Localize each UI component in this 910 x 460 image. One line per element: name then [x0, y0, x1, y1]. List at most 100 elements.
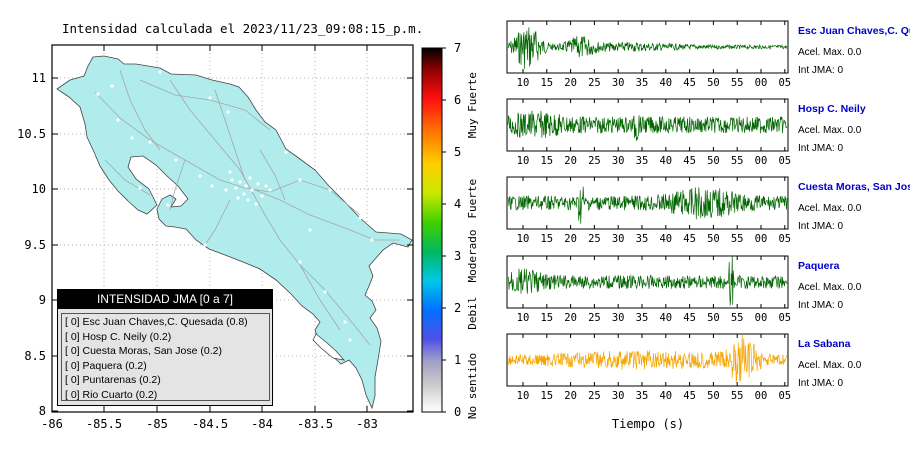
- city-dot: [174, 158, 178, 162]
- intensity-legend: INTENSIDAD JMA [0 a 7] [ 0] Esc Juan Cha…: [57, 289, 273, 406]
- trace-x-tick-label: 45: [683, 233, 696, 245]
- city-dot: [248, 176, 252, 180]
- city-dot: [234, 186, 238, 190]
- map-y-tick-label: 9.5: [24, 238, 46, 252]
- trace-x-tick-label: 40: [659, 233, 672, 245]
- city-dot: [96, 92, 100, 96]
- city-dot: [244, 184, 248, 188]
- road: [169, 159, 186, 211]
- city-dot: [254, 202, 258, 206]
- city-dot: [203, 243, 207, 247]
- trace-x-tick-label: 00: [755, 390, 768, 402]
- city-dot: [343, 320, 347, 324]
- colorbar-category-label: No sentido: [466, 353, 479, 419]
- trace-x-tick-label: 50: [707, 155, 720, 167]
- colorbar-tick-label: 3: [454, 249, 461, 263]
- city-dot: [298, 178, 302, 182]
- station-name: La Sabana: [798, 338, 851, 350]
- map-y-tick-label: 10.5: [17, 127, 46, 141]
- waveform-trace-panel: 10 15 20 25 30 35 40 45 50 55 00 05: [506, 333, 791, 402]
- waveform-x-axis-label: Tiempo (s): [612, 417, 684, 431]
- waveform-trace-panel: 10 15 20 25 30 35 40 45 50 55 00 05: [506, 255, 791, 324]
- trace-x-tick-label: 15: [540, 390, 553, 402]
- trace-x-tick-label: 20: [564, 233, 577, 245]
- trace-x-tick-label: 00: [755, 312, 768, 324]
- trace-x-tick-label: 05: [778, 233, 791, 245]
- road: [299, 264, 341, 331]
- trace-x-tick-label: 55: [731, 390, 744, 402]
- colorbar-scale: [421, 47, 443, 413]
- station-info-column: Esc Juan Chaves,C. Quesada Acel. Max. 0.0…: [798, 0, 910, 460]
- station-name: Cuesta Moras, San Jose: [798, 181, 910, 193]
- map-y-tick-label: 11: [32, 71, 46, 85]
- trace-x-tick-label: 15: [540, 155, 553, 167]
- trace-frame: [506, 333, 789, 387]
- road: [139, 79, 271, 131]
- trace-x-tick-label: 25: [588, 77, 601, 89]
- trace-x-tick-label: 05: [778, 155, 791, 167]
- trace-x-tick-label: 10: [517, 77, 530, 89]
- station-name: Paquera: [798, 260, 840, 272]
- trace-x-tick-label: 40: [659, 312, 672, 324]
- map-y-tick-label: 8: [39, 404, 46, 418]
- station-jma-intensity: Int JMA: 0: [798, 143, 844, 154]
- city-dot: [298, 260, 302, 264]
- legend-row: [ 0] Hosp C. Neily (0.2): [65, 330, 172, 343]
- land-area: [56, 55, 413, 410]
- waveform-line: [507, 334, 788, 383]
- city-dot: [370, 238, 374, 242]
- station-jma-intensity: Int JMA: 0: [798, 378, 844, 389]
- map-x-tick-label: -86: [41, 417, 63, 431]
- waveform-trace-panel: 10 15 20 25 30 35 40 45 50 55 00 05: [506, 20, 791, 89]
- trace-x-tick-label: 00: [755, 155, 768, 167]
- waveform-panel: 10 15 20 25 30 35 40 45 50 55 00 05 10 15 20 25 30 35 40 45…: [506, 20, 791, 431]
- city-dot: [284, 150, 288, 154]
- city-dot: [110, 84, 114, 88]
- trace-x-tick-label: 50: [707, 312, 720, 324]
- trace-x-tick-label: 05: [778, 390, 791, 402]
- legend-row: [ 0] Esc Juan Chaves,C. Quesada (0.8): [65, 316, 248, 328]
- colorbar-category-label: Debil: [466, 297, 479, 330]
- trace-x-tick-label: 35: [636, 390, 649, 402]
- station-peak-acceleration: Acel. Max. 0.0: [798, 125, 862, 136]
- map-title: Intensidad calculada el 2023/11/23_09:08…: [62, 21, 424, 36]
- legend-row: [ 0] Puntarenas (0.2): [65, 374, 161, 387]
- city-dot: [256, 182, 260, 186]
- city-dot: [348, 338, 352, 342]
- city-dot: [260, 194, 264, 198]
- trace-x-tick-label: 45: [683, 155, 696, 167]
- trace-x-tick-label: 10: [517, 155, 530, 167]
- city-dot: [236, 196, 240, 200]
- colorbar-tick-label: 2: [454, 301, 461, 315]
- trace-x-tick-label: 30: [612, 77, 625, 89]
- city-dot: [198, 174, 202, 178]
- trace-x-tick-label: 45: [683, 390, 696, 402]
- city-dot: [230, 178, 234, 182]
- colorbar-tick-label: 1: [454, 353, 461, 367]
- trace-x-tick-label: 15: [540, 77, 553, 89]
- city-dot: [328, 188, 332, 192]
- map-x-tick-label: -84.5: [192, 417, 228, 431]
- trace-x-tick-label: 30: [612, 312, 625, 324]
- waveform-line: [507, 110, 788, 141]
- legend-row: [ 0] Cuesta Moras, San Jose (0.2): [65, 345, 222, 358]
- trace-x-tick-label: 30: [612, 233, 625, 245]
- waveform-trace-panel: 10 15 20 25 30 35 40 45 50 55 00 05: [506, 98, 791, 167]
- city-dot: [323, 290, 327, 294]
- colorbar-category-label: Moderado: [466, 230, 479, 283]
- trace-x-tick-label: 00: [755, 233, 768, 245]
- legend-title: INTENSIDAD JMA [0 a 7]: [58, 290, 272, 309]
- trace-x-tick-label: 30: [612, 155, 625, 167]
- trace-x-tick-label: 50: [707, 390, 720, 402]
- city-dot: [242, 192, 246, 196]
- trace-x-tick-label: 35: [636, 312, 649, 324]
- trace-x-tick-label: 10: [517, 233, 530, 245]
- map-y-ticks: 11 10.5 10 9.5 9 8.5 8: [17, 71, 413, 418]
- trace-x-tick-label: 25: [588, 390, 601, 402]
- trace-x-tick-label: 25: [588, 312, 601, 324]
- city-dot: [166, 203, 170, 207]
- station-name: Hosp C. Neily: [798, 103, 866, 115]
- road: [104, 159, 151, 196]
- road: [259, 149, 286, 201]
- station-name: Esc Juan Chaves,C. Quesada: [798, 25, 910, 37]
